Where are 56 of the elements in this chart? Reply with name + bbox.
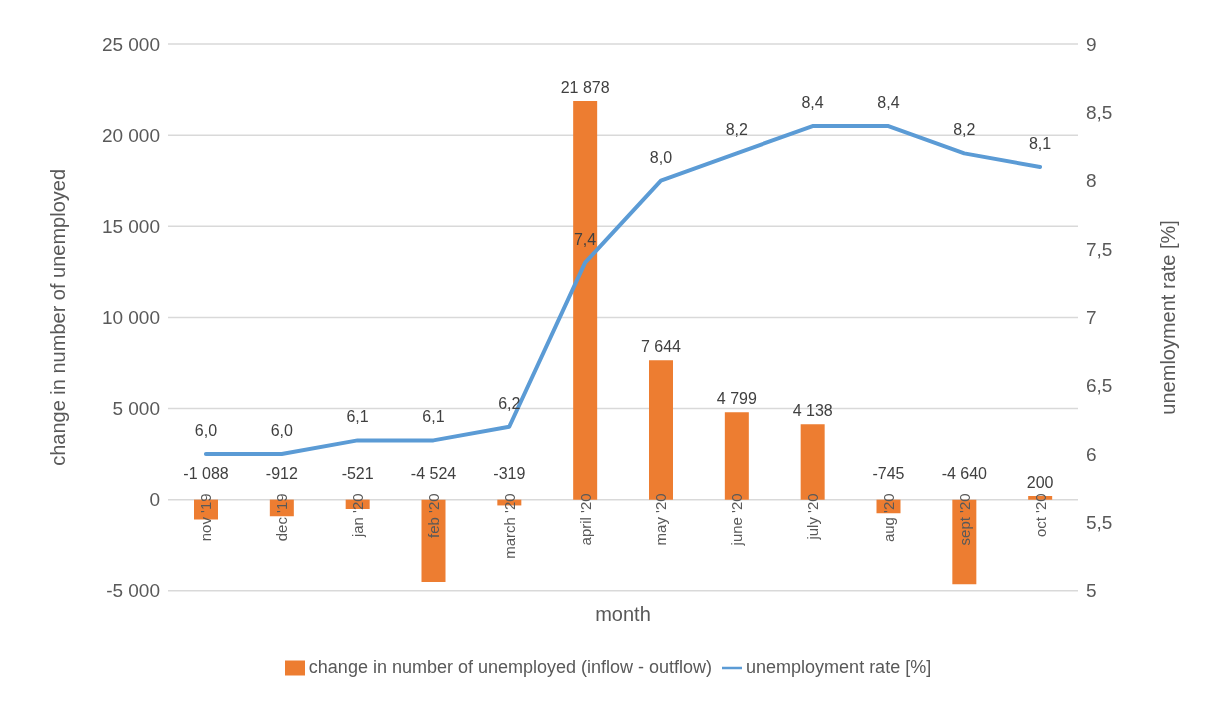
- data-label: 6,0: [194, 422, 218, 440]
- data-label: -521: [341, 465, 374, 483]
- x-axis-title: month: [595, 602, 651, 625]
- y-tick-label: -5 000: [106, 580, 160, 602]
- x-tick-label: oct '20: [1031, 493, 1049, 538]
- y-tick-label: 15 000: [101, 215, 160, 237]
- legend-label: change in number of unemployed (inflow - outflow): [308, 656, 713, 677]
- data-label: 6,0: [270, 422, 293, 440]
- y-axis-title: change in number of unemployed: [47, 168, 70, 466]
- y2-tick-label: 6,5: [1086, 375, 1113, 397]
- y-tick-label: 5 000: [112, 398, 160, 420]
- legend-label: unemployment rate [%]: [746, 656, 932, 677]
- x-tick-label: april '20: [576, 493, 594, 546]
- data-label: 6,1: [422, 408, 445, 426]
- data-label: -4 524: [410, 465, 457, 483]
- data-label: 8,2: [725, 121, 748, 139]
- x-tick-label: jan '20: [349, 493, 367, 539]
- y2-tick-label: 5,5: [1086, 512, 1113, 534]
- y2-tick-label: 8,5: [1086, 102, 1113, 124]
- data-label: 4 799: [716, 390, 757, 408]
- x-tick-label: aug '20: [879, 493, 897, 543]
- data-label: 8,0: [649, 148, 673, 166]
- data-label: 21 878: [560, 78, 610, 96]
- y2-tick-label: 7,5: [1086, 238, 1113, 260]
- x-tick-label: feb '20: [424, 493, 442, 538]
- data-label: 7 644: [640, 338, 682, 356]
- x-tick-label: dec '19: [273, 493, 291, 542]
- data-label: 6,1: [346, 408, 369, 426]
- x-tick-label: nov '19: [197, 493, 215, 542]
- data-label: -4 640: [941, 465, 988, 483]
- data-label: 8,4: [877, 94, 900, 112]
- data-label: -745: [872, 465, 905, 483]
- y2-tick-label: 6: [1086, 443, 1097, 465]
- x-tick-label: may '20: [652, 493, 670, 546]
- data-label: 200: [1026, 473, 1054, 491]
- y2-tick-label: 7: [1086, 307, 1097, 329]
- data-label: 7,4: [573, 230, 597, 248]
- y2-tick-label: 8: [1086, 170, 1097, 192]
- data-label: 8,2: [953, 121, 976, 139]
- x-tick-label: march '20: [500, 493, 518, 559]
- data-label: -912: [265, 465, 298, 483]
- y2-tick-label: 9: [1086, 33, 1097, 55]
- data-label: -319: [493, 465, 526, 483]
- y2-tick-label: 5: [1086, 580, 1097, 602]
- data-label: 4 138: [792, 402, 833, 420]
- y-tick-label: 25 000: [101, 33, 160, 55]
- x-tick-label: july '20: [804, 493, 822, 541]
- data-label: 8,1: [1028, 135, 1052, 153]
- data-label: -1 088: [183, 465, 229, 483]
- y-tick-label: 10 000: [101, 307, 160, 329]
- data-label: 8,4: [801, 94, 824, 112]
- y2-axis-title: unemloyment rate [%]: [1157, 220, 1180, 415]
- x-tick-label: june '20: [728, 493, 746, 547]
- y-tick-label: 0: [149, 489, 160, 511]
- x-tick-label: sept '20: [955, 493, 973, 546]
- y-tick-label: 20 000: [101, 124, 160, 146]
